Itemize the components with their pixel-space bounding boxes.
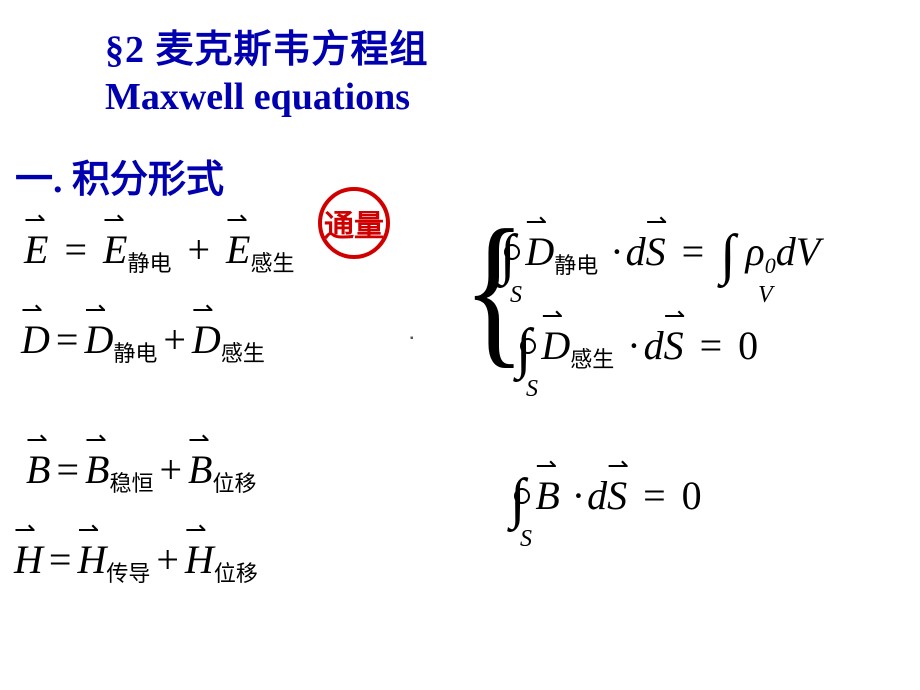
vector-D-static-2: ⇀D — [525, 228, 554, 275]
vector-S-2: ⇀S — [664, 322, 684, 369]
page-dot: ▪ — [410, 333, 414, 344]
vector-B-2: ⇀B — [535, 472, 559, 519]
vector-H-disp: ⇀H — [185, 536, 214, 583]
vector-E: ⇀E — [24, 226, 48, 273]
vector-D-induced: ⇀D — [192, 316, 221, 363]
vector-H-cond: ⇀H — [77, 536, 106, 583]
eq-gauss-D-static: ∫ ⇀D静电 ·d⇀S = ∫ ρ0dV — [500, 228, 820, 280]
title-line-2: Maxwell equations — [105, 75, 429, 119]
limit-S-1: S — [510, 282, 522, 309]
vector-B: ⇀B — [26, 446, 50, 493]
oint-icon: ∫ — [500, 228, 515, 275]
oint-icon-3: ∫ — [510, 472, 525, 519]
vector-E-induced: ⇀E — [226, 226, 250, 273]
limit-S-2: S — [526, 376, 538, 403]
vector-D: ⇀D — [21, 316, 50, 363]
vector-D-static: ⇀D — [84, 316, 113, 363]
vector-S: ⇀S — [646, 228, 666, 275]
section-heading: 一. 积分形式 — [15, 148, 224, 203]
vector-D-induced-2: ⇀D — [541, 322, 570, 369]
title-block: §2 麦克斯韦方程组 Maxwell equations — [105, 18, 429, 119]
vector-B-disp: ⇀B — [188, 446, 212, 493]
eq-H-decomp: ⇀H=⇀H传导+⇀H位移 — [14, 536, 258, 588]
eq-D-decomp: ⇀D=⇀D静电+⇀D感生 — [21, 316, 265, 368]
eq-gauss-B: ∫ ⇀B ·d⇀S = 0 — [510, 472, 702, 519]
integral-icon: ∫ — [720, 224, 735, 286]
oint-icon-2: ∫ — [516, 322, 531, 369]
vector-B-steady: ⇀B — [85, 446, 109, 493]
slide: §2 麦克斯韦方程组 Maxwell equations 一. 积分形式 通量 … — [0, 0, 920, 690]
limit-S-3: S — [520, 526, 532, 553]
vector-S-3: ⇀S — [607, 472, 627, 519]
flux-circle-label: 通量 — [318, 187, 390, 259]
vector-H: ⇀H — [14, 536, 43, 583]
limit-V: V — [758, 282, 773, 309]
eq-gauss-D-induced: ∫ ⇀D感生 ·d⇀S = 0 — [516, 322, 758, 374]
eq-E-decomp: ⇀E = ⇀E静电 + ⇀E感生 — [24, 226, 294, 278]
vector-E-static: ⇀E — [103, 226, 127, 273]
flux-label-text: 通量 — [324, 201, 384, 245]
eq-B-decomp: ⇀B=⇀B稳恒+⇀B位移 — [26, 446, 256, 498]
title-line-1: §2 麦克斯韦方程组 — [105, 18, 429, 73]
